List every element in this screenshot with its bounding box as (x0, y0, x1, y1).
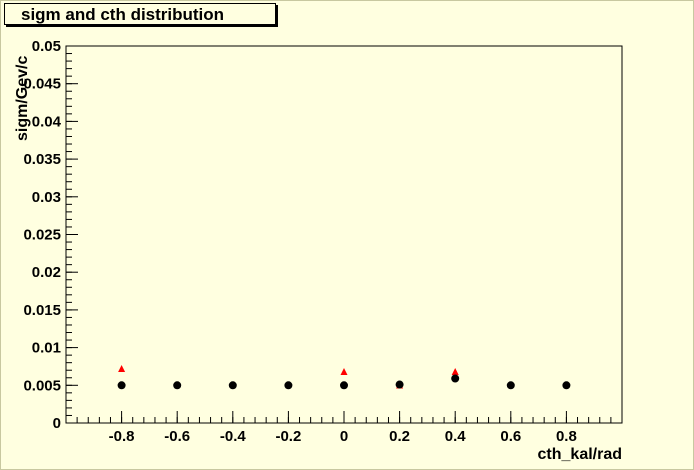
x-tick-label: 0.8 (556, 428, 577, 445)
x-tick-label: 0.2 (389, 428, 410, 445)
circle-marker (284, 381, 293, 390)
plot-area (65, 45, 623, 424)
triangle-marker (118, 364, 126, 372)
y-tick-label: 0.01 (32, 340, 61, 357)
x-axis-tick-labels: -0.8 -0.6 -0.4 -0.2 0 0.2 0.4 0.6 0.8 (109, 428, 577, 445)
circle-marker (117, 381, 126, 390)
x-tick-label: -0.6 (164, 428, 190, 445)
y-axis-tick-labels: 0 0.005 0.01 0.015 0.02 0.025 0.03 0.035 0.04 0.0… (23, 38, 61, 432)
y-tick-label: 0.02 (32, 264, 61, 281)
y-tick-label: 0 (53, 415, 61, 432)
x-axis-label: cth_kal/rad (538, 446, 622, 463)
y-tick-label: 0.015 (23, 302, 61, 319)
x-axis-ticks (65, 411, 623, 423)
y-tick-label: 0.005 (23, 377, 61, 394)
y-tick-label: 0.04 (32, 113, 62, 130)
circle-marker (395, 380, 404, 389)
y-tick-label: 0.045 (23, 76, 61, 93)
chart-title: sigm and cth distribution (4, 3, 276, 25)
y-axis-label: sigm/Gev/c (14, 56, 31, 141)
y-tick-label: 0.025 (23, 227, 61, 244)
circle-marker (562, 381, 571, 390)
x-tick-label: 0.6 (500, 428, 521, 445)
y-tick-label: 0.03 (32, 189, 61, 206)
x-tick-label: -0.2 (275, 428, 301, 445)
circle-marker (340, 381, 348, 390)
circle-marker (173, 381, 182, 390)
y-tick-label: 0.05 (32, 38, 61, 55)
x-tick-label: 0 (340, 428, 348, 445)
circle-marker (228, 381, 237, 390)
data-points (117, 364, 571, 390)
circle-marker (506, 381, 515, 390)
x-tick-label: -0.4 (220, 428, 247, 445)
x-tick-label: 0.4 (445, 428, 467, 445)
y-tick-label: 0.035 (23, 151, 61, 168)
x-tick-label: -0.8 (109, 428, 135, 445)
circle-marker (451, 374, 460, 383)
y-axis-ticks (66, 45, 78, 424)
triangle-marker (451, 367, 459, 375)
triangle-marker (340, 367, 348, 375)
